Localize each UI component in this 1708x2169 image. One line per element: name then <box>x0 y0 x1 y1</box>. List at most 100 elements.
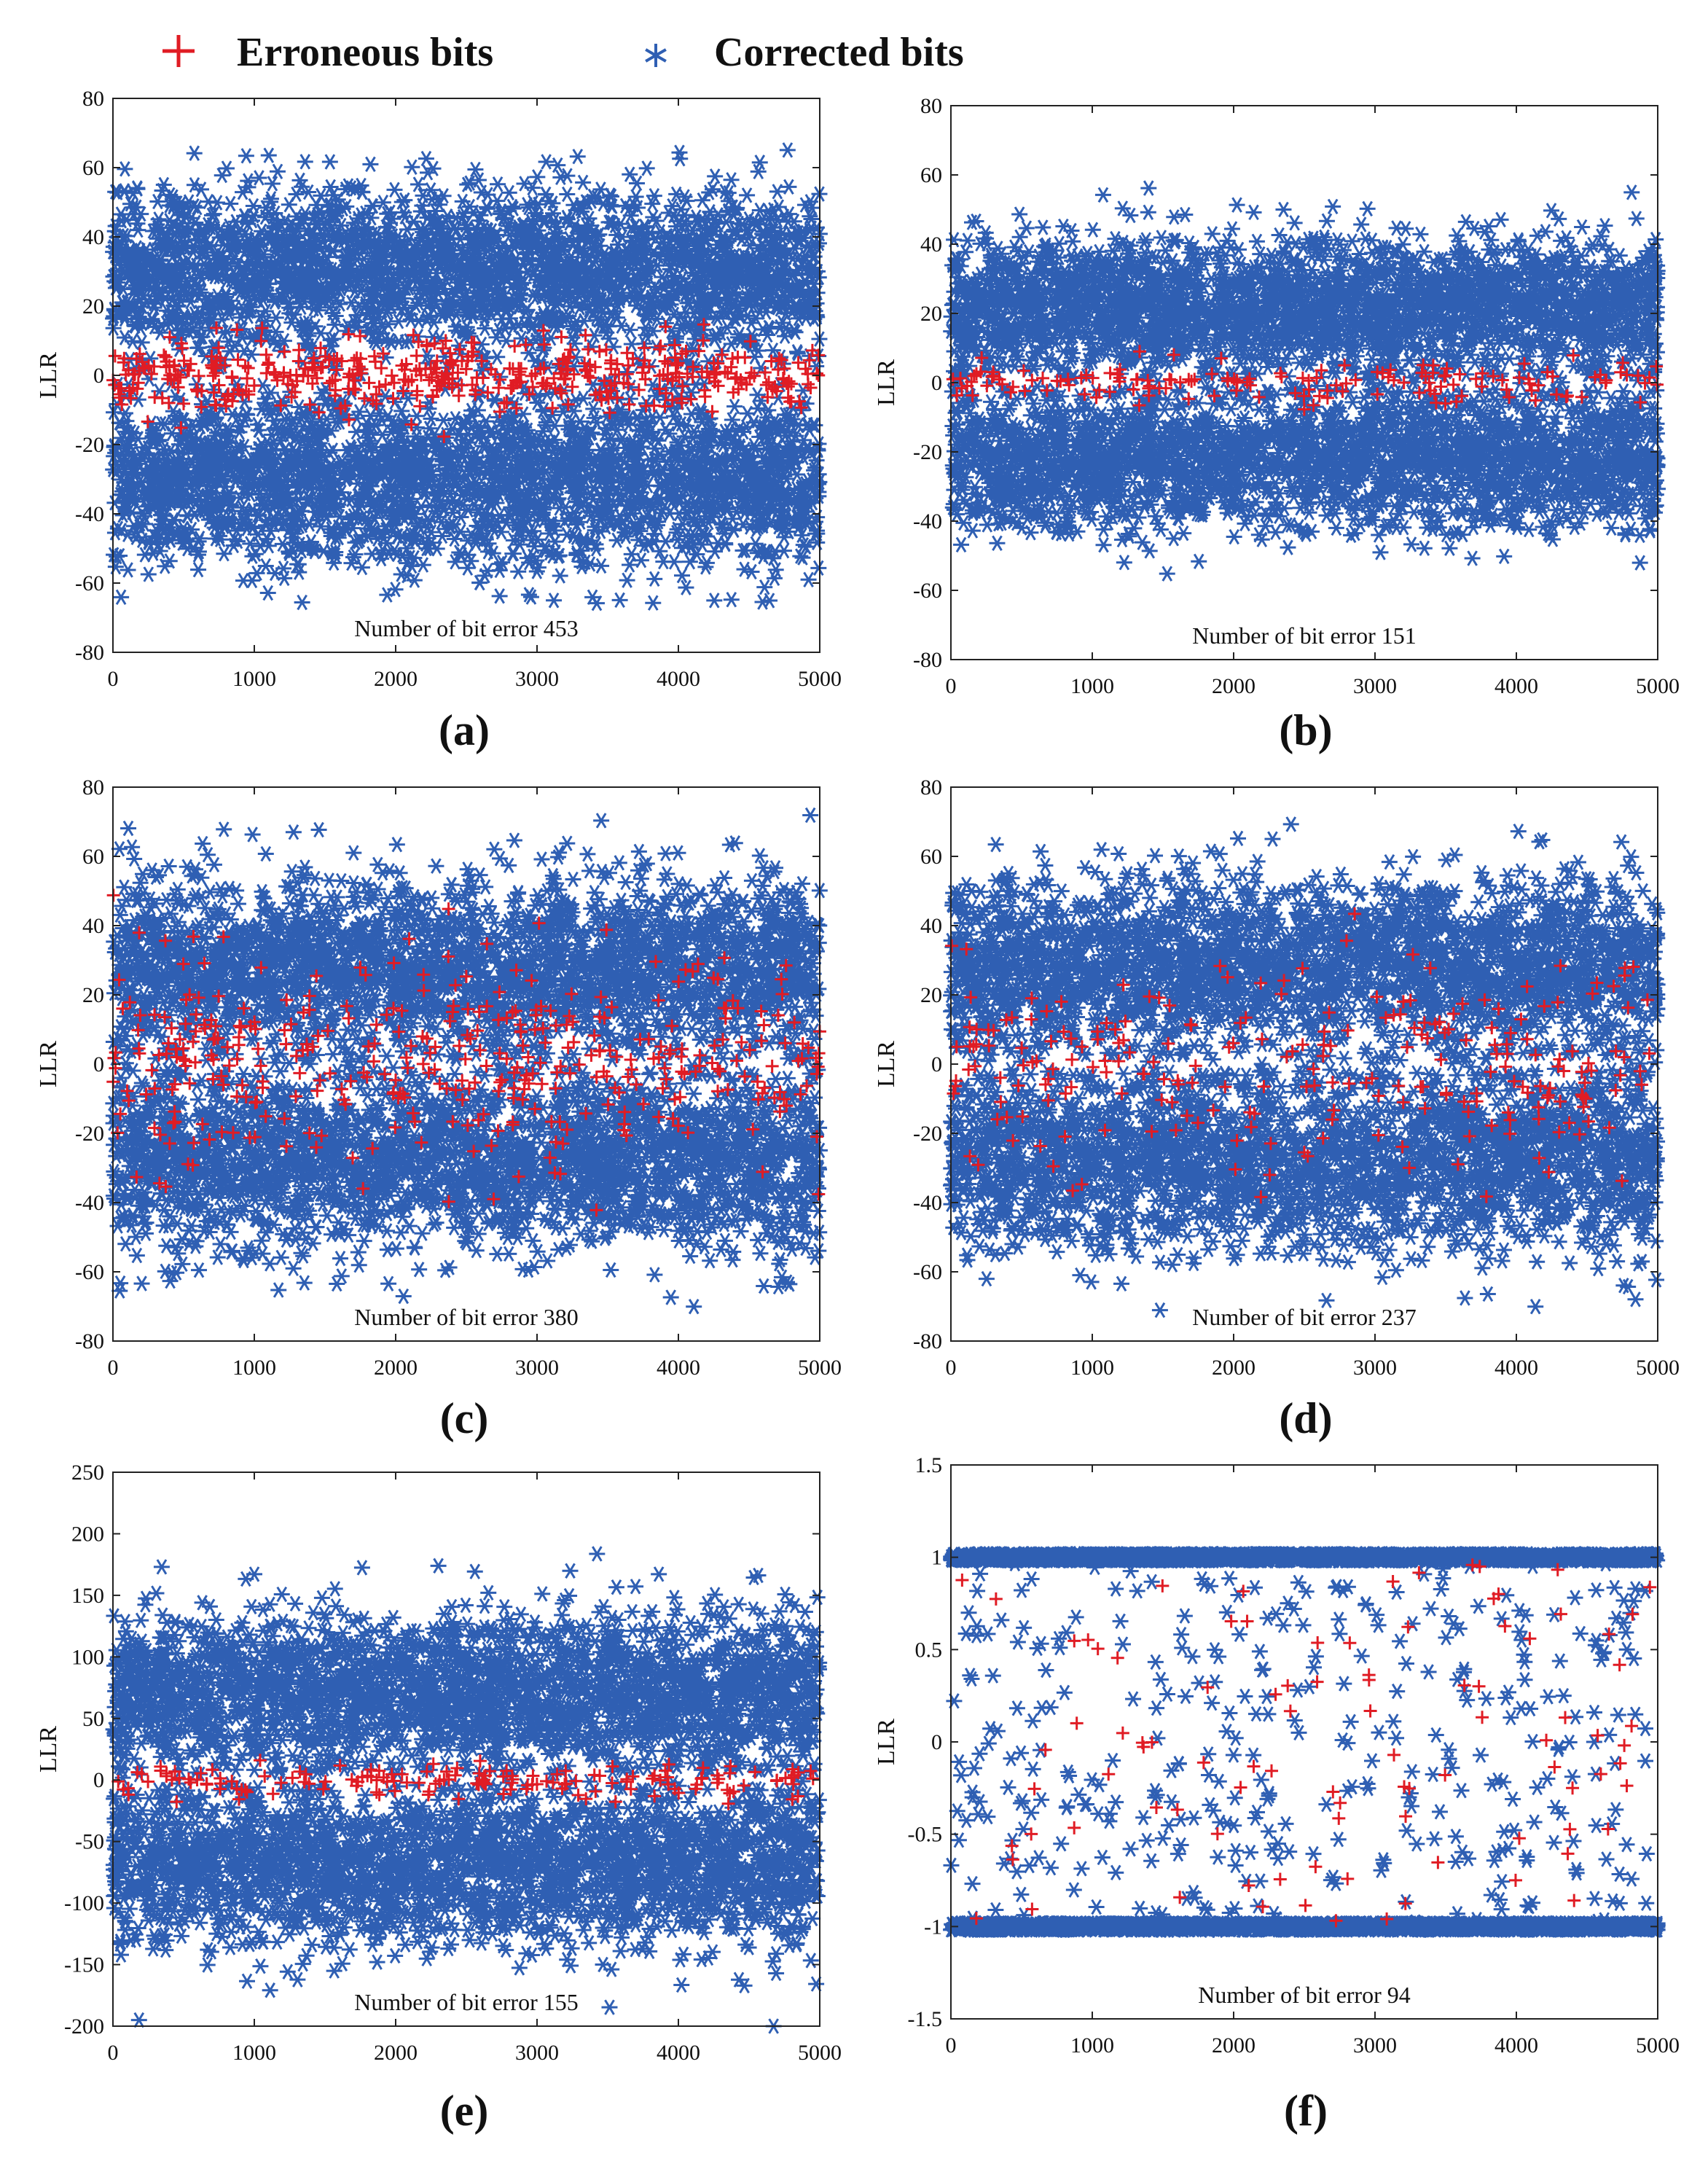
erroneous-bits-series <box>946 345 1664 416</box>
chart-panel-a: 0 1000 2000 3000 4000 5000 -80 -60 -40 -20 0 20 40 60… <box>29 87 842 711</box>
x-tick-label: 3000 <box>1353 674 1397 698</box>
caption-d: (d) <box>1279 1394 1333 1442</box>
y-tick-label: 60 <box>82 156 104 180</box>
y-tick-label: -1 <box>924 1915 942 1939</box>
x-tick-label: 4000 <box>657 667 700 691</box>
y-tick-label: 60 <box>920 845 942 869</box>
y-axis: -80 -60 -40 -20 0 20 40 60 80 <box>75 775 820 1353</box>
y-tick-label: 0 <box>93 1768 104 1792</box>
bit-error-annotation: Number of bit error 94 <box>1198 1982 1410 2008</box>
scatter-chart: 0 1000 2000 3000 4000 5000 -80 -60 -40 -20 0 20 40 60… <box>873 94 1680 698</box>
legend-label: Corrected bits <box>714 30 964 75</box>
x-tick-label: 0 <box>946 2033 957 2057</box>
y-tick-label: 250 <box>71 1461 104 1485</box>
x-axis: 0 1000 2000 3000 4000 5000 <box>946 1465 1680 2057</box>
bit-error-annotation: Number of bit error 151 <box>1192 622 1416 649</box>
x-tick-label: 5000 <box>798 1356 842 1380</box>
y-axis-label: LLR <box>35 1726 62 1773</box>
y-tick-label: -80 <box>913 1329 942 1353</box>
x-tick-label: 2000 <box>1212 674 1255 698</box>
y-tick-label: -100 <box>64 1891 104 1915</box>
y-tick-label: 200 <box>71 1522 104 1546</box>
caption-e: (e) <box>439 2087 489 2135</box>
y-tick-label: -60 <box>75 571 104 595</box>
x-tick-label: 2000 <box>1212 2033 1255 2057</box>
y-tick-label: -40 <box>913 1191 942 1215</box>
y-tick-label: 0 <box>931 1052 942 1076</box>
asterisk-marker-icon <box>645 44 667 67</box>
y-axis-label: LLR <box>35 1041 62 1088</box>
x-tick-label: 4000 <box>657 2041 700 2065</box>
erroneous-bits-series <box>111 1754 820 1810</box>
y-tick-label: 0.5 <box>915 1638 943 1662</box>
x-tick-label: 5000 <box>798 2041 842 2065</box>
y-tick-label: 40 <box>82 225 104 249</box>
y-tick-label: 150 <box>71 1584 104 1608</box>
caption-b: (b) <box>1279 706 1333 754</box>
data-points <box>943 816 1666 1318</box>
y-axis: -80 -60 -40 -20 0 20 40 60 80 <box>913 94 1658 672</box>
y-tick-label: 80 <box>920 94 942 118</box>
x-tick-label: 3000 <box>515 2041 559 2065</box>
axes-frame <box>112 1472 820 2027</box>
y-tick-label: -50 <box>75 1830 104 1854</box>
y-tick-label: 100 <box>71 1645 104 1669</box>
erroneous-bits-series <box>945 907 1656 1204</box>
y-tick-label: 40 <box>920 914 942 938</box>
y-tick-label: -60 <box>913 1260 942 1284</box>
legend: Erroneous bits Corrected bits <box>0 0 1708 102</box>
chart-panel-e: 0 1000 2000 3000 4000 5000 -200 -150 -100 -50 0 50 1… <box>29 1461 842 2084</box>
y-tick-label: 40 <box>920 232 942 257</box>
y-tick-label: 1 <box>931 1546 942 1570</box>
x-tick-label: 3000 <box>515 1356 559 1380</box>
x-axis: 0 1000 2000 3000 4000 5000 <box>108 98 842 691</box>
y-tick-label: 80 <box>82 775 104 800</box>
y-tick-label: -20 <box>75 433 104 457</box>
x-tick-label: 5000 <box>1636 2033 1680 2057</box>
y-tick-label: -20 <box>913 440 942 464</box>
x-tick-label: 0 <box>108 1356 119 1380</box>
x-tick-label: 1000 <box>232 2041 276 2065</box>
x-tick-label: 0 <box>108 667 119 691</box>
x-tick-label: 0 <box>108 2041 119 2065</box>
x-tick-label: 0 <box>946 1356 957 1380</box>
y-tick-label: -80 <box>913 648 942 672</box>
corrected-bits-series <box>105 1546 828 2034</box>
erroneous-bits-series <box>106 318 826 444</box>
legend-graphic: Erroneous bits Corrected bits <box>162 30 964 75</box>
y-tick-label: -150 <box>64 1953 104 1977</box>
y-tick-label: -40 <box>913 509 942 534</box>
bit-error-annotation: Number of bit error 155 <box>354 1989 578 2015</box>
x-tick-label: 3000 <box>1353 1356 1397 1380</box>
y-tick-label: 60 <box>82 845 104 869</box>
data-points <box>943 180 1666 582</box>
x-tick-label: 1000 <box>232 1356 276 1380</box>
y-tick-label: -80 <box>75 1329 104 1353</box>
y-tick-label: -0.5 <box>908 1823 943 1847</box>
y-tick-label: -80 <box>75 641 104 665</box>
y-tick-label: 0 <box>931 371 942 395</box>
y-axis: -80 -60 -40 -20 0 20 40 60 80 <box>913 775 1658 1353</box>
y-tick-label: 40 <box>82 914 104 938</box>
x-axis: 0 1000 2000 3000 4000 5000 <box>108 1472 842 2065</box>
y-axis-label: LLR <box>873 359 900 407</box>
y-tick-label: 20 <box>82 294 104 318</box>
y-tick-label: -1.5 <box>908 2007 943 2031</box>
erroneous-bits-series <box>955 1558 1657 1928</box>
x-tick-label: 1000 <box>1070 2033 1114 2057</box>
bit-error-annotation: Number of bit error 237 <box>1192 1304 1416 1330</box>
y-axis: -1.5 -1 -0.5 0 0.5 1 1.5 <box>908 1453 1658 2031</box>
y-tick-label: 0 <box>93 1052 104 1076</box>
y-tick-label: -20 <box>913 1122 942 1146</box>
corrected-bits-series <box>943 816 1666 1318</box>
legend-entry-corrected: Corrected bits <box>645 30 964 75</box>
caption-c: (c) <box>439 1394 489 1442</box>
y-tick-label: 80 <box>82 87 104 111</box>
y-axis-label: LLR <box>35 352 62 399</box>
scatter-chart: 0 1000 2000 3000 4000 5000 -80 -60 -40 -20 0 20 40 60… <box>873 775 1680 1380</box>
y-tick-label: -40 <box>75 502 104 526</box>
bit-error-annotation: Number of bit error 380 <box>354 1304 578 1330</box>
x-tick-label: 3000 <box>515 667 559 691</box>
y-axis-label: LLR <box>873 1719 900 1766</box>
x-tick-label: 2000 <box>374 667 418 691</box>
